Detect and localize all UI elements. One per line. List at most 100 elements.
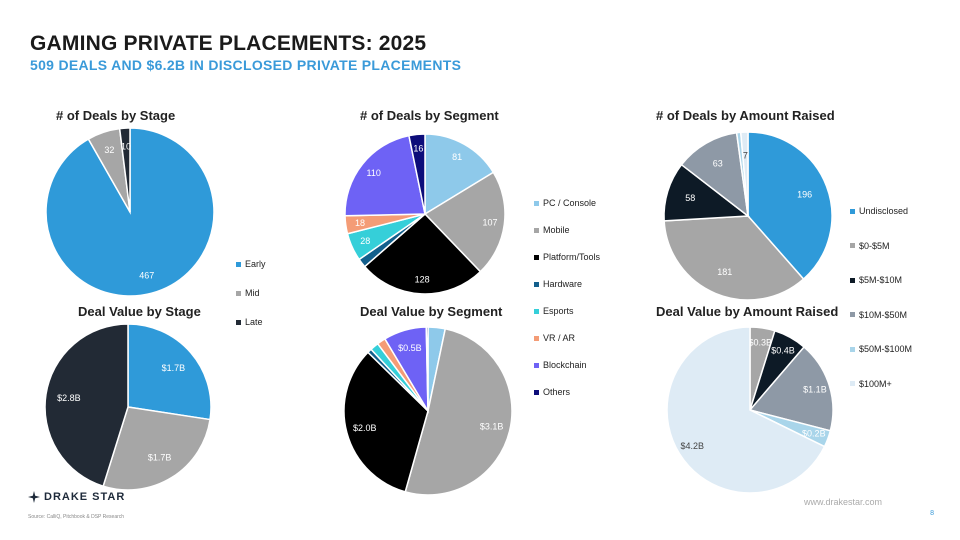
data-label: $3.1B	[480, 422, 504, 432]
data-label: 128	[415, 275, 430, 285]
data-label: 28	[360, 236, 370, 246]
data-label: 110	[367, 168, 381, 178]
data-label: 18	[355, 218, 365, 228]
legend-item: Early	[236, 259, 266, 269]
pie-slice--100m-	[739, 131, 749, 217]
data-label: 81	[452, 152, 462, 162]
pie-slice--10m-50m	[680, 131, 749, 218]
legend-swatch	[534, 362, 539, 368]
chart-title-deals-by-amount: # of Deals by Amount Raised	[656, 108, 835, 123]
legend-swatch	[534, 335, 539, 341]
legend-item: Others	[534, 387, 570, 397]
pie-slice-platform-tools	[343, 351, 429, 493]
legend-swatch	[850, 312, 855, 317]
legend-label: Undisclosed	[859, 206, 909, 216]
pie-slice-early	[127, 323, 212, 421]
data-label: $2.0B	[353, 423, 377, 433]
drake-star-logo: DRAKE STAR	[28, 491, 125, 503]
chart-title-value-by-amount: Deal Value by Amount Raised	[656, 304, 839, 319]
pie-slice-platform-tools	[363, 212, 482, 295]
page-title: GAMING PRIVATE PLACEMENTS: 2025	[30, 32, 427, 55]
logo-text: DRAKE STAR	[44, 491, 126, 503]
pie-slice--10m-50m	[748, 345, 834, 432]
legend-swatch	[850, 381, 855, 386]
legend-swatch	[236, 261, 241, 267]
data-label: 467	[139, 270, 154, 280]
data-label: $4.2B	[680, 441, 704, 451]
data-label: $0.4B	[771, 345, 795, 355]
legend-label: Others	[543, 387, 571, 397]
pie-slice-mobile	[404, 327, 513, 496]
data-label: $0.2B	[802, 429, 826, 439]
legend-item: $50M-$100M	[850, 344, 912, 354]
legend-item: $5M-$10M	[850, 275, 902, 285]
data-label: $1.7B	[148, 453, 172, 463]
legend-item: Esports	[534, 306, 574, 316]
star-logo-icon	[28, 491, 40, 503]
chart-title-value-by-stage: Deal Value by Stage	[78, 304, 201, 319]
data-label: 10	[121, 142, 131, 152]
chart-title-value-by-segment: Deal Value by Segment	[360, 304, 503, 319]
legend-swatch	[850, 346, 855, 352]
chart-title-deals-by-segment: # of Deals by Segment	[360, 108, 499, 123]
data-label: 196	[797, 190, 812, 200]
legend-label: $100M+	[859, 378, 892, 389]
data-label: 58	[685, 193, 695, 203]
legend-swatch	[534, 281, 539, 287]
legend-item: $10M-$50M	[850, 310, 907, 320]
data-label: $1.7B	[162, 363, 186, 373]
legend-item: Late	[236, 317, 263, 327]
legend-label: $10M-$50M	[859, 309, 908, 320]
legend-swatch	[850, 277, 855, 283]
legend-swatch	[236, 290, 241, 296]
pie-slice-mid	[102, 406, 211, 491]
data-label: $0.5B	[398, 343, 422, 353]
legend-item: VR / AR	[534, 333, 575, 343]
legend-item: $0-$5M	[850, 241, 890, 251]
data-label: $2.8B	[57, 393, 81, 403]
legend-item: Platform/Tools	[534, 252, 600, 262]
pie-slice-mobile	[423, 171, 506, 273]
legend-item: Mid	[236, 288, 260, 298]
legend-label: VR / AR	[543, 333, 576, 343]
pie-slice-undisclosed	[747, 131, 833, 281]
data-label: 7	[743, 151, 748, 161]
data-label: 16	[413, 144, 423, 154]
legend-label: Platform/Tools	[543, 252, 601, 262]
legend-item: Mobile	[534, 225, 570, 235]
pie-slice-pc-console	[424, 133, 495, 216]
source-note: Source: CalliQ, Pitchbook & DSP Research	[28, 514, 125, 520]
page-number: 8	[930, 510, 934, 517]
website-link[interactable]: www.drakestar.com	[803, 497, 882, 507]
legend-swatch	[534, 200, 539, 206]
legend-label: Blockchain	[543, 360, 587, 370]
data-label: 32	[104, 145, 114, 155]
data-label: 63	[713, 159, 723, 169]
legend-label: $5M-$10M	[859, 275, 903, 285]
legend-label: Mobile	[543, 225, 570, 235]
legend-swatch	[534, 254, 539, 260]
pie-slice--100m-	[666, 326, 826, 494]
legend-label: Hardware	[543, 279, 583, 289]
legend-item: $100M+	[850, 379, 892, 389]
legend-item: Blockchain	[534, 360, 587, 370]
legend-label: Early	[245, 259, 266, 269]
pie-slice--0-5m	[663, 215, 805, 301]
chart-title-deals-by-stage: # of Deals by Stage	[56, 108, 176, 123]
pie-slice-others	[408, 133, 426, 215]
data-label: 181	[717, 267, 732, 277]
legend-label: $0-$5M	[859, 240, 890, 251]
pie-slice-late	[118, 127, 131, 213]
page-subtitle: 509 DEALS AND $6.2B IN DISCLOSED PRIVATE…	[30, 57, 462, 73]
legend-item: Undisclosed	[850, 206, 908, 216]
legend-label: Late	[245, 317, 263, 327]
legend-label: Mid	[245, 288, 260, 298]
pie-slice-others	[425, 326, 429, 412]
pie-slice-late	[44, 323, 129, 488]
legend-label: $50M-$100M	[859, 344, 913, 354]
